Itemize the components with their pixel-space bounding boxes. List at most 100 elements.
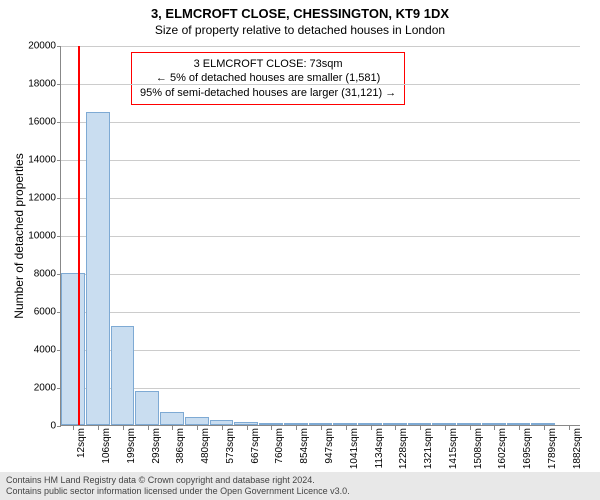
y-tick-label: 2000 xyxy=(16,383,56,394)
grid-line xyxy=(61,84,580,85)
plot-area: 3 ELMCROFT CLOSE: 73sqm ← 5% of detached… xyxy=(60,46,580,426)
histogram-bar xyxy=(259,423,283,425)
y-tick-label: 4000 xyxy=(16,345,56,356)
y-tick-label: 18000 xyxy=(16,79,56,90)
x-tick-label: 1134sqm xyxy=(374,428,385,468)
histogram-bar xyxy=(284,423,308,425)
histogram-bar xyxy=(457,423,481,425)
x-tick-mark xyxy=(395,426,396,430)
x-tick-label: 1415sqm xyxy=(448,428,459,469)
x-tick-label: 573sqm xyxy=(225,428,236,464)
x-tick-label: 293sqm xyxy=(151,428,162,464)
histogram-bar xyxy=(531,423,555,425)
histogram-bar xyxy=(111,326,135,425)
footer-line-1: Contains HM Land Registry data © Crown c… xyxy=(6,475,594,486)
grid-line xyxy=(61,46,580,47)
x-tick-label: 1882sqm xyxy=(572,428,583,469)
x-tick-label: 1321sqm xyxy=(423,428,434,469)
histogram-bar xyxy=(185,417,209,425)
histogram-bar xyxy=(507,423,531,425)
histogram-bar xyxy=(86,112,110,426)
y-tick-label: 6000 xyxy=(16,307,56,318)
grid-line xyxy=(61,350,580,351)
x-tick-mark xyxy=(296,426,297,430)
y-tick-mark xyxy=(57,426,61,427)
x-tick-label: 760sqm xyxy=(274,428,285,464)
x-tick-mark xyxy=(271,426,272,430)
histogram-bar xyxy=(234,422,258,425)
x-tick-label: 667sqm xyxy=(250,428,261,464)
y-tick-label: 12000 xyxy=(16,193,56,204)
x-tick-label: 1695sqm xyxy=(522,428,533,469)
x-tick-mark xyxy=(148,426,149,430)
x-tick-label: 947sqm xyxy=(324,428,335,464)
grid-line xyxy=(61,388,580,389)
x-tick-mark xyxy=(98,426,99,430)
x-tick-label: 12sqm xyxy=(76,428,87,458)
x-tick-mark xyxy=(445,426,446,430)
y-tick-label: 16000 xyxy=(16,117,56,128)
x-tick-label: 1041sqm xyxy=(349,428,360,469)
x-tick-mark xyxy=(346,426,347,430)
x-tick-mark xyxy=(172,426,173,430)
grid-line xyxy=(61,274,580,275)
histogram-bar xyxy=(432,423,456,425)
histogram-bar xyxy=(408,423,432,425)
x-tick-mark xyxy=(321,426,322,430)
x-tick-label: 1789sqm xyxy=(547,428,558,469)
histogram-bar xyxy=(309,423,333,425)
y-tick-mark xyxy=(57,46,61,47)
footer-line-2: Contains public sector information licen… xyxy=(6,486,594,497)
grid-line xyxy=(61,160,580,161)
annotation-line-1: 3 ELMCROFT CLOSE: 73sqm xyxy=(140,57,396,71)
x-tick-mark xyxy=(73,426,74,430)
x-tick-mark xyxy=(519,426,520,430)
histogram-bar xyxy=(135,391,159,425)
histogram-bar xyxy=(358,423,382,425)
y-tick-label: 14000 xyxy=(16,155,56,166)
x-tick-label: 1602sqm xyxy=(497,428,508,469)
grid-line xyxy=(61,312,580,313)
histogram-bar xyxy=(160,412,184,425)
y-tick-label: 20000 xyxy=(16,41,56,52)
x-tick-label: 199sqm xyxy=(126,428,137,464)
page-subtitle: Size of property relative to detached ho… xyxy=(0,21,600,39)
x-tick-mark xyxy=(222,426,223,430)
grid-line xyxy=(61,122,580,123)
histogram-bar xyxy=(333,423,357,425)
y-tick-mark xyxy=(57,84,61,85)
x-tick-mark xyxy=(544,426,545,430)
grid-line xyxy=(61,198,580,199)
grid-line xyxy=(61,236,580,237)
x-tick-mark xyxy=(420,426,421,430)
histogram-bar xyxy=(210,420,234,425)
y-tick-mark xyxy=(57,236,61,237)
y-tick-label: 8000 xyxy=(16,269,56,280)
x-tick-mark xyxy=(470,426,471,430)
y-tick-mark xyxy=(57,122,61,123)
y-tick-label: 0 xyxy=(16,421,56,432)
x-tick-mark xyxy=(197,426,198,430)
property-marker-line xyxy=(78,46,80,425)
x-tick-mark xyxy=(247,426,248,430)
histogram-bar xyxy=(383,423,407,425)
x-tick-label: 386sqm xyxy=(175,428,186,464)
x-tick-mark xyxy=(494,426,495,430)
annotation-line-3: 95% of semi-detached houses are larger (… xyxy=(140,86,396,100)
histogram-bar xyxy=(482,423,506,425)
x-tick-mark xyxy=(123,426,124,430)
x-tick-label: 1228sqm xyxy=(398,428,409,469)
x-tick-label: 480sqm xyxy=(200,428,211,464)
x-tick-label: 106sqm xyxy=(101,428,112,464)
footer-attribution: Contains HM Land Registry data © Crown c… xyxy=(0,472,600,500)
x-tick-label: 1508sqm xyxy=(473,428,484,469)
x-tick-mark xyxy=(371,426,372,430)
y-tick-mark xyxy=(57,160,61,161)
annotation-box: 3 ELMCROFT CLOSE: 73sqm ← 5% of detached… xyxy=(131,52,405,105)
y-tick-mark xyxy=(57,198,61,199)
x-tick-label: 854sqm xyxy=(299,428,310,464)
y-tick-label: 10000 xyxy=(16,231,56,242)
page-title: 3, ELMCROFT CLOSE, CHESSINGTON, KT9 1DX xyxy=(0,0,600,21)
histogram-bar xyxy=(61,273,85,425)
histogram-chart: Number of detached properties 3 ELMCROFT… xyxy=(60,46,580,426)
